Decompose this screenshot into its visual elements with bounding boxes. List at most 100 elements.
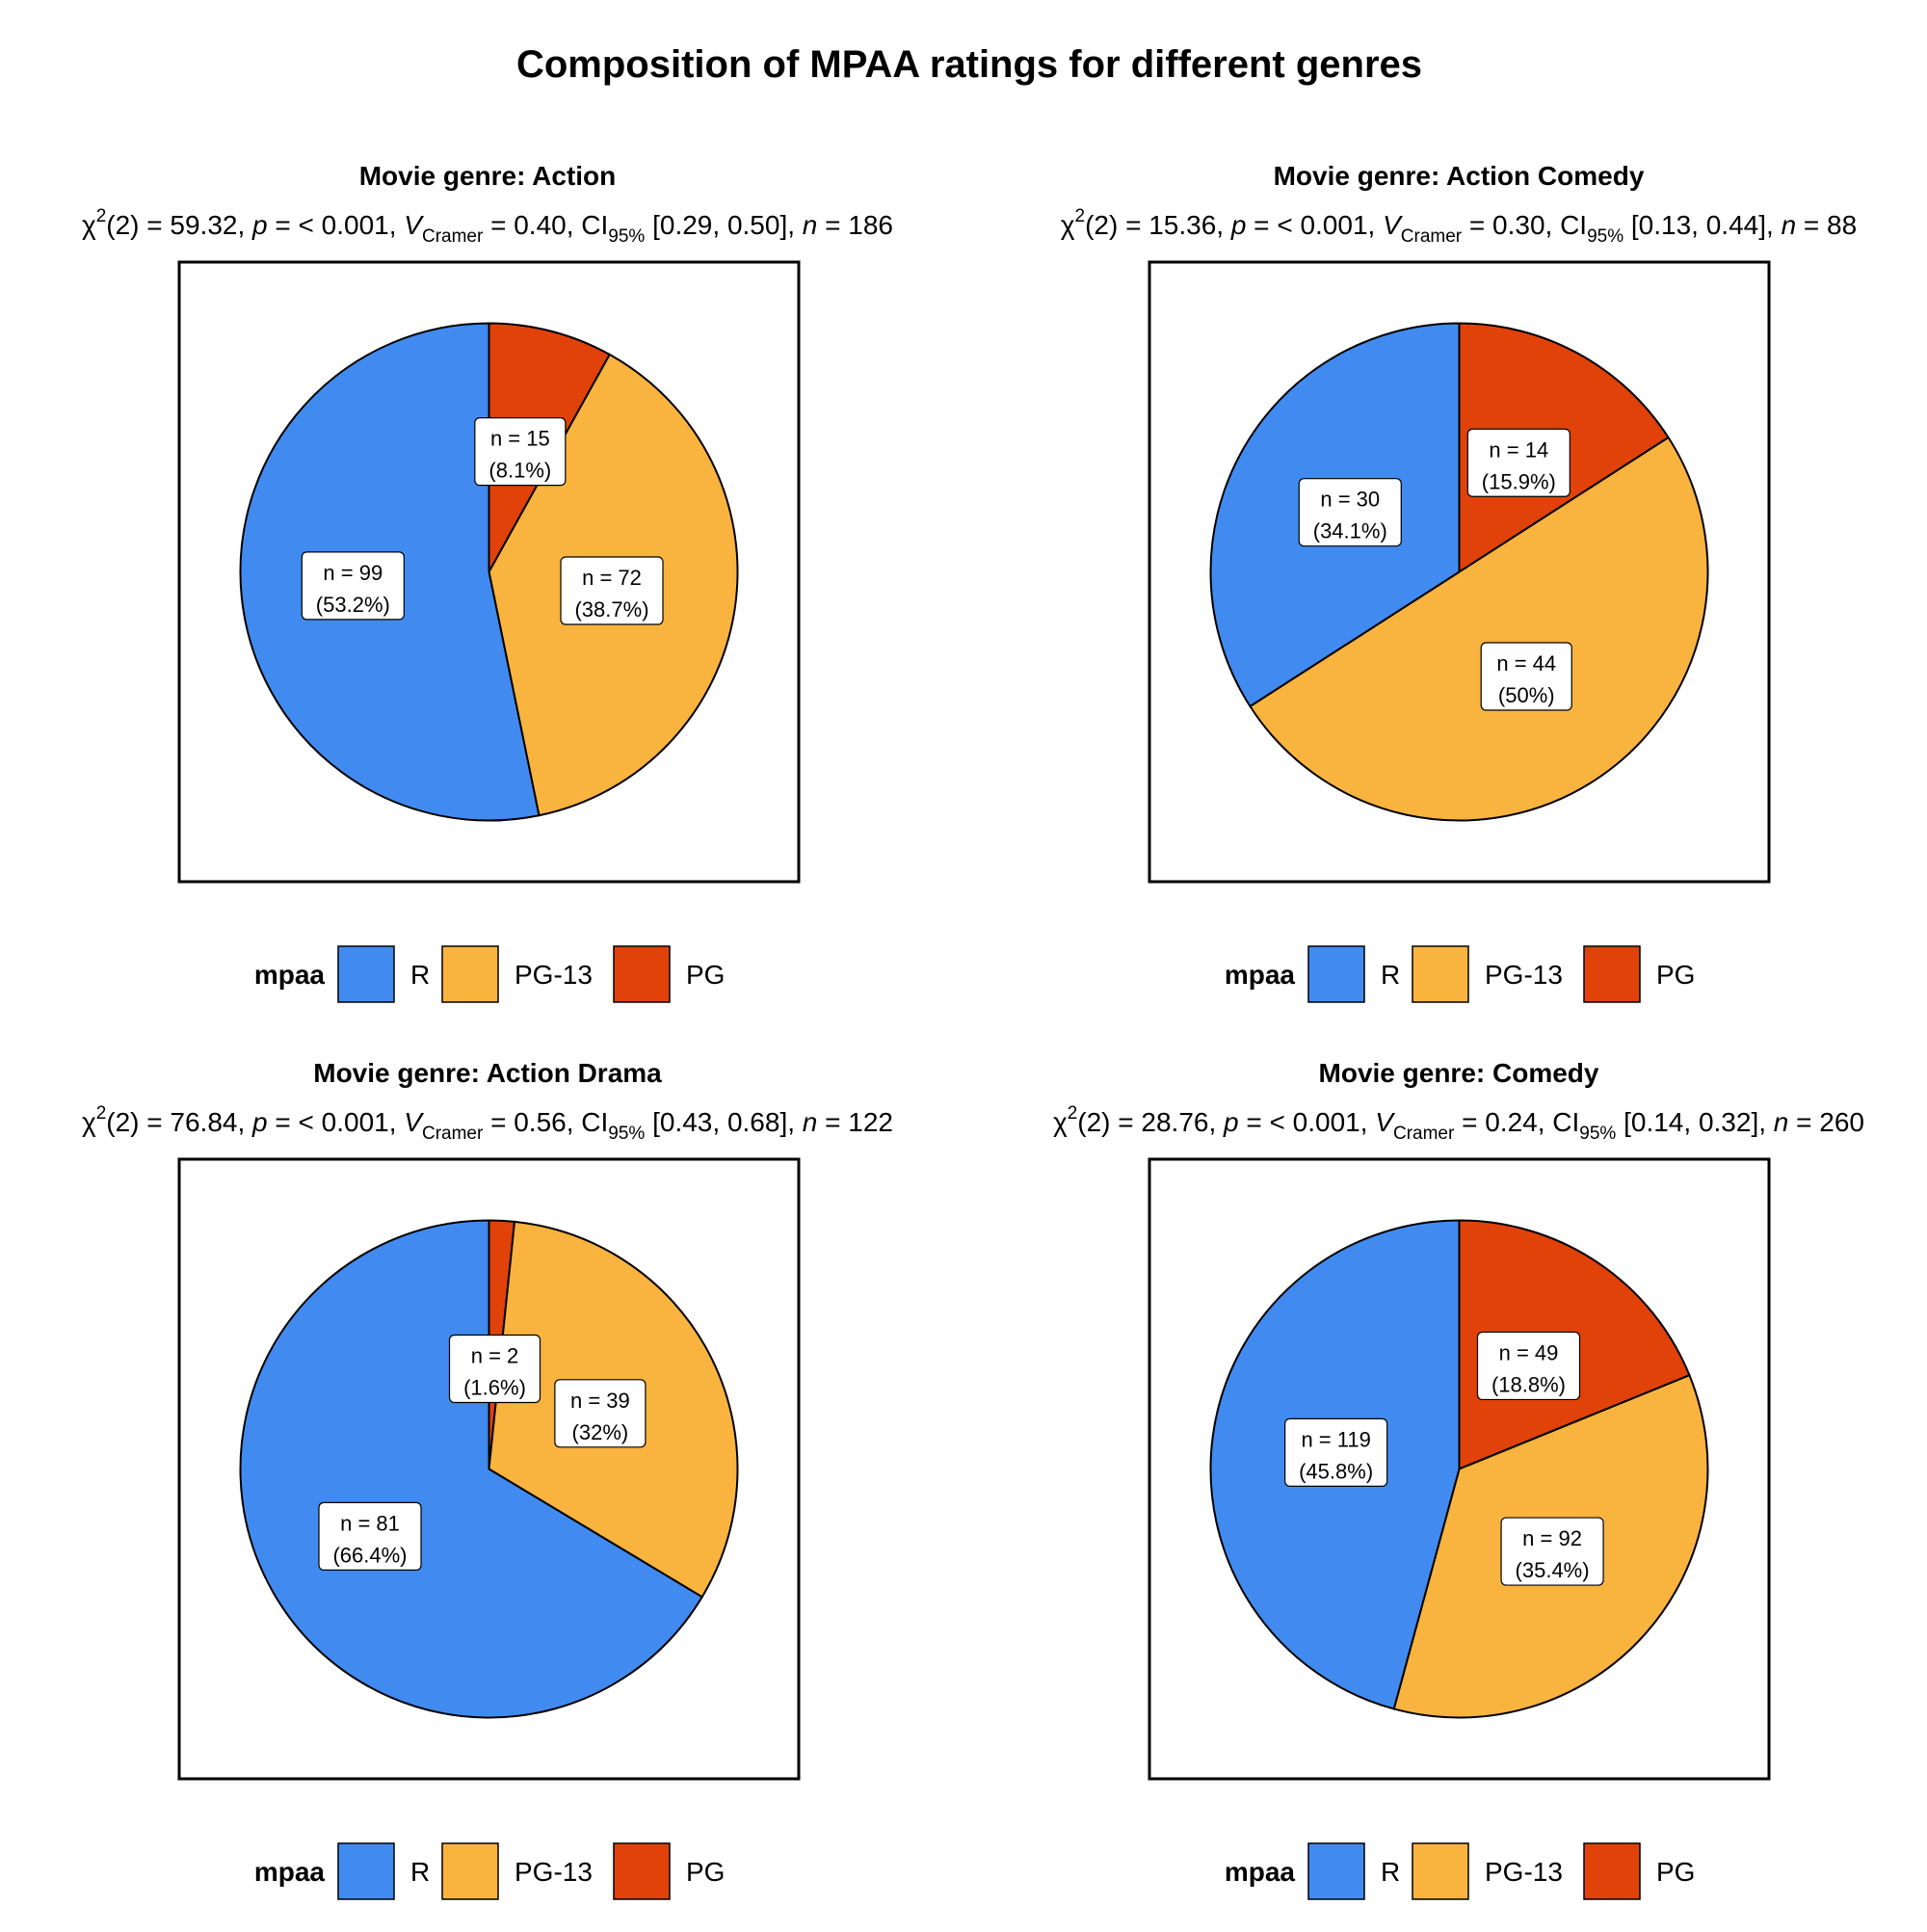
slice-label-box: [1466, 428, 1571, 497]
legend-key-pg-13: [1412, 945, 1469, 1003]
legend-key-pg-13: [441, 945, 499, 1003]
slice-label: n = 49 (18.8%): [1476, 1331, 1581, 1401]
panel-title: Movie genre: Action Drama: [313, 1058, 662, 1088]
slice-label: n = 30 (34.1%): [1298, 478, 1402, 547]
legend-key-pg-13: [1412, 1842, 1469, 1900]
legend-label: PG-13: [515, 1857, 593, 1887]
slice-label: n = 15 (8.1%): [474, 417, 567, 487]
legend-label: R: [410, 960, 430, 990]
slice-label-box: [301, 551, 405, 621]
slice-label-box: [1284, 1417, 1388, 1488]
slice-percent-label: (38.7%): [574, 597, 648, 622]
slice-count-label: n = 39: [570, 1389, 630, 1413]
legend-key-pg: [613, 945, 671, 1003]
legend-label: PG-13: [1485, 1857, 1563, 1887]
slice-percent-label: (8.1%): [488, 459, 551, 483]
slice-percent-label: (45.8%): [1299, 1459, 1373, 1483]
panel-title: Movie genre: Action: [359, 161, 617, 191]
panel-title: Movie genre: Comedy: [1319, 1058, 1599, 1088]
panel-frame: [177, 260, 801, 884]
pie-panel-4: Movie genre: Comedy χ2(2) = 28.76, p = < …: [1053, 1058, 1864, 1900]
legend-key-r: [337, 1842, 395, 1900]
panel-statistics: χ2(2) = 76.84, p = < 0.001, VCramer = 0.…: [82, 1103, 893, 1144]
panel-frame: [1148, 260, 1771, 884]
legend-label: PG: [686, 960, 725, 990]
slice-label: n = 72 (38.7%): [560, 556, 664, 625]
legend-title: mpaa: [254, 960, 326, 990]
pie-slice-r: [239, 1219, 704, 1719]
slice-label: n = 44 (50%): [1480, 642, 1572, 711]
legend-label: PG-13: [515, 960, 593, 990]
legend-label: PG: [686, 1857, 725, 1887]
panel-frame: [177, 1157, 801, 1781]
slice-label-box: [554, 1379, 647, 1448]
slice-label: n = 39 (32%): [554, 1379, 647, 1448]
slice-count-label: n = 14: [1489, 437, 1548, 462]
panel-statistics: χ2(2) = 59.32, p = < 0.001, VCramer = 0.…: [82, 206, 893, 247]
panel-title: Movie genre: Action Comedy: [1274, 161, 1645, 191]
slice-label: n = 119 (45.8%): [1284, 1417, 1388, 1488]
slice-label-box: [448, 1334, 541, 1404]
legend-label: R: [1381, 960, 1400, 990]
slice-label: n = 81 (66.4%): [318, 1501, 422, 1571]
legend-title: mpaa: [1225, 1857, 1296, 1887]
legend-label: PG-13: [1485, 960, 1563, 990]
slice-label-box: [1476, 1331, 1581, 1401]
slice-label: n = 14 (15.9%): [1466, 428, 1571, 497]
legend: mpaa R PG-13 PG: [254, 945, 725, 1003]
slice-label-box: [1298, 478, 1402, 547]
pie-panel-3: Movie genre: Action Drama χ2(2) = 76.84, …: [82, 1058, 893, 1900]
panel-statistics: χ2(2) = 15.36, p = < 0.001, VCramer = 0.…: [1061, 206, 1857, 247]
slice-count-label: n = 2: [471, 1344, 519, 1368]
pie-panel-1: Movie genre: Action χ2(2) = 59.32, p = < …: [82, 161, 893, 1003]
legend-key-r: [1307, 1842, 1365, 1900]
slice-count-label: n = 99: [323, 561, 383, 585]
legend: mpaa R PG-13 PG: [1225, 945, 1695, 1003]
slice-percent-label: (18.8%): [1491, 1372, 1566, 1396]
slice-label-box: [560, 556, 664, 625]
pie-panel-2: Movie genre: Action Comedy χ2(2) = 15.36,…: [1061, 161, 1857, 1003]
slice-percent-label: (66.4%): [332, 1543, 407, 1567]
slice-label: n = 92 (35.4%): [1500, 1517, 1604, 1586]
legend: mpaa R PG-13 PG: [254, 1842, 725, 1900]
figure-title: Composition of MPAA ratings for differen…: [516, 43, 1422, 86]
pie-slice-pg-13: [1250, 437, 1707, 820]
slice-percent-label: (1.6%): [463, 1376, 526, 1400]
slice-count-label: n = 81: [340, 1511, 400, 1535]
legend-key-pg-13: [441, 1842, 499, 1900]
slice-label-box: [1500, 1517, 1604, 1586]
slice-percent-label: (50%): [1498, 683, 1555, 707]
slice-percent-label: (35.4%): [1516, 1558, 1590, 1582]
slice-count-label: n = 119: [1301, 1427, 1370, 1451]
legend-title: mpaa: [254, 1857, 326, 1887]
legend-key-pg: [1583, 945, 1641, 1003]
legend-label: R: [410, 1857, 430, 1887]
slice-percent-label: (32%): [572, 1420, 629, 1444]
slice-label-box: [474, 417, 567, 487]
slice-count-label: n = 15: [490, 427, 550, 451]
slice-label-box: [318, 1501, 422, 1571]
slice-label: n = 2 (1.6%): [448, 1334, 541, 1404]
panel-statistics: χ2(2) = 28.76, p = < 0.001, VCramer = 0.…: [1053, 1103, 1864, 1144]
legend-label: PG: [1656, 1857, 1695, 1887]
slice-count-label: n = 30: [1320, 488, 1380, 512]
legend-key-r: [1307, 945, 1365, 1003]
legend: mpaa R PG-13 PG: [1225, 1842, 1695, 1900]
legend-label: PG: [1656, 960, 1695, 990]
slice-percent-label: (53.2%): [316, 593, 390, 617]
slice-label-box: [1480, 642, 1572, 711]
legend-key-pg: [613, 1842, 671, 1900]
panel-frame: [1148, 1157, 1771, 1781]
legend-key-pg: [1583, 1842, 1641, 1900]
slice-count-label: n = 92: [1522, 1526, 1582, 1550]
slice-percent-label: (15.9%): [1482, 469, 1556, 493]
slice-label: n = 99 (53.2%): [301, 551, 405, 621]
slice-count-label: n = 44: [1496, 651, 1556, 675]
slice-percent-label: (34.1%): [1313, 519, 1387, 543]
legend-label: R: [1381, 1857, 1400, 1887]
legend-title: mpaa: [1225, 960, 1296, 990]
legend-key-r: [337, 945, 395, 1003]
slice-count-label: n = 72: [582, 566, 642, 590]
